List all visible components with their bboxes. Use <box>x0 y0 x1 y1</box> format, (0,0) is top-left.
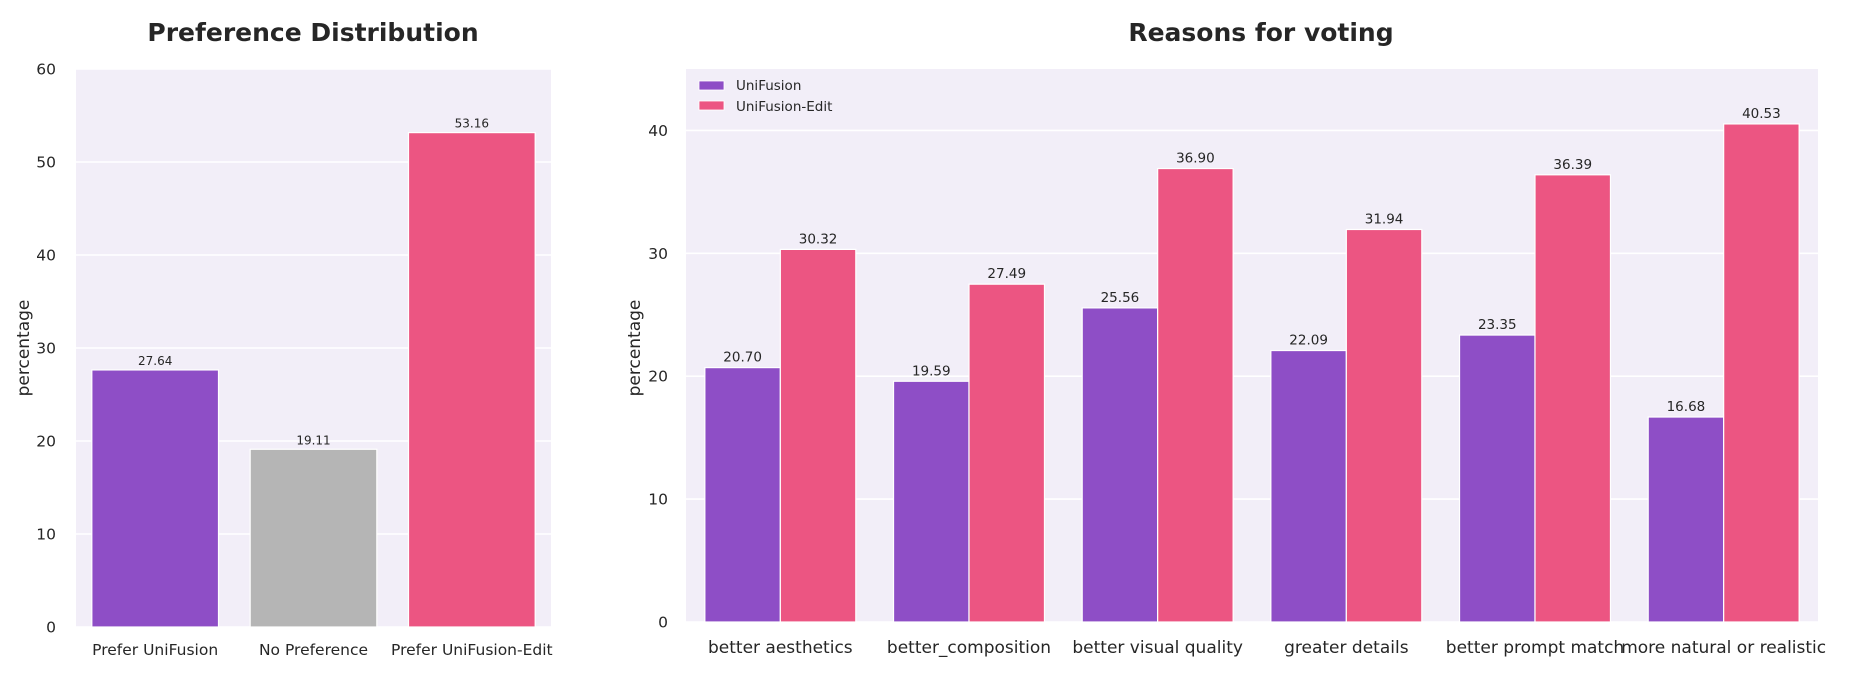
left-y-tick-label: 0 <box>46 619 56 637</box>
left-y-tick-label: 10 <box>36 526 56 544</box>
value-label-unifusion-edit-greater-details: 31.94 <box>1365 211 1404 227</box>
legend-swatch-unifusion <box>698 80 725 91</box>
value-label-prefer-unifusion-edit: 53.16 <box>455 117 489 131</box>
bar-no-preference <box>249 448 378 628</box>
bar-unifusion-greater-details <box>1270 349 1347 623</box>
right-gridlines <box>686 129 1818 623</box>
bar-unifusion-better-aesthetics <box>704 367 781 623</box>
value-label-unifusion-edit-better-composition: 27.49 <box>987 266 1026 282</box>
bar-unifusion-better-prompt-match <box>1458 334 1536 623</box>
left-y-tick-label: 30 <box>36 340 56 358</box>
right-y-tick-label: 30 <box>648 245 668 263</box>
right-value-labels: 20.70 30.32 19.59 27.49 25.56 36.90 22.09 31.94… <box>723 106 1780 415</box>
bar-prefer-unifusion-edit <box>407 132 536 628</box>
right-y-tick-label: 10 <box>648 491 668 509</box>
legend: UniFusion UniFusion-Edit <box>698 78 832 115</box>
bar-unifusion-better-composition <box>892 380 970 623</box>
x-tick-label-better-composition: better_composition <box>887 638 1051 658</box>
value-label-unifusion-edit-more-natural-or-realistic: 40.53 <box>1742 106 1781 122</box>
x-tick-label-better-visual-quality: better visual quality <box>1072 638 1243 658</box>
bar-unifusion-edit-greater-details <box>1345 228 1423 623</box>
x-tick-label-no-preference: No Preference <box>259 641 368 659</box>
bar-unifusion-edit-more-natural-or-realistic <box>1723 123 1800 623</box>
value-label-no-preference: 19.11 <box>296 433 330 447</box>
value-label-unifusion-greater-details: 22.09 <box>1289 333 1328 349</box>
legend-label-unifusion: UniFusion <box>736 78 801 94</box>
bar-unifusion-edit-better-visual-quality <box>1157 167 1234 623</box>
bar-unifusion-more-natural-or-realistic <box>1647 416 1725 623</box>
reasons-for-voting-chart: 20.70 30.32 19.59 27.49 25.56 36.90 22.09 31.94… <box>625 18 1826 658</box>
left-y-tick-label: 50 <box>36 154 56 172</box>
left-x-tick-labels: Prefer UniFusion No Preference Prefer UniF… <box>92 641 552 659</box>
value-label-prefer-unifusion: 27.64 <box>138 354 172 368</box>
right-x-tick-labels: better aesthetics better_composition bette… <box>708 638 1826 658</box>
right-y-tick-label: 40 <box>648 122 668 140</box>
left-y-tick-label: 40 <box>36 247 56 265</box>
left-chart-title: Preference Distribution <box>147 18 478 47</box>
right-y-tick-label: 20 <box>648 368 668 386</box>
left-y-tick-label: 20 <box>36 433 56 451</box>
right-chart-title: Reasons for voting <box>1128 18 1393 47</box>
left-y-tick-label: 60 <box>36 61 56 79</box>
value-label-unifusion-better-aesthetics: 20.70 <box>723 350 762 366</box>
x-tick-label-more-natural-or-realistic: more natural or realistic <box>1621 638 1826 658</box>
x-tick-label-better-aesthetics: better aesthetics <box>708 638 853 658</box>
right-y-tick-label: 0 <box>658 614 668 632</box>
left-value-labels: 27.64 19.11 53.16 <box>138 117 489 448</box>
value-label-unifusion-more-natural-or-realistic: 16.68 <box>1667 399 1706 415</box>
value-label-unifusion-better-composition: 19.59 <box>912 363 951 379</box>
left-y-tick-labels: 0 10 20 30 40 50 60 <box>36 61 56 637</box>
preference-distribution-chart: 27.64 19.11 53.16 0 10 20 30 40 50 60 Prefer Uni… <box>14 18 553 659</box>
value-label-unifusion-edit-better-visual-quality: 36.90 <box>1176 151 1215 167</box>
right-y-tick-labels: 0 10 20 30 40 <box>648 122 668 632</box>
value-label-unifusion-edit-better-prompt-match: 36.39 <box>1553 157 1592 173</box>
x-tick-label-better-prompt-match: better prompt match <box>1446 638 1624 658</box>
x-tick-label-prefer-unifusion: Prefer UniFusion <box>92 641 218 659</box>
bar-prefer-unifusion <box>91 369 220 628</box>
value-label-unifusion-edit-better-aesthetics: 30.32 <box>799 231 838 247</box>
right-plot-area <box>686 69 1818 622</box>
left-bars <box>91 132 536 628</box>
legend-swatch-unifusion-edit <box>698 100 725 111</box>
x-tick-label-prefer-unifusion-edit: Prefer UniFusion-Edit <box>391 641 553 659</box>
right-bars <box>704 123 1800 623</box>
right-y-axis-label: percentage <box>625 300 645 397</box>
x-tick-label-greater-details: greater details <box>1284 638 1409 658</box>
left-y-axis-label: percentage <box>14 300 34 397</box>
legend-label-unifusion-edit: UniFusion-Edit <box>736 99 832 115</box>
bar-unifusion-edit-better-prompt-match <box>1534 174 1612 623</box>
bar-unifusion-edit-better-aesthetics <box>779 248 857 623</box>
bar-unifusion-edit-better-composition <box>968 283 1046 623</box>
value-label-unifusion-better-visual-quality: 25.56 <box>1101 290 1140 306</box>
bar-unifusion-better-visual-quality <box>1081 307 1159 623</box>
value-label-unifusion-better-prompt-match: 23.35 <box>1478 317 1517 333</box>
